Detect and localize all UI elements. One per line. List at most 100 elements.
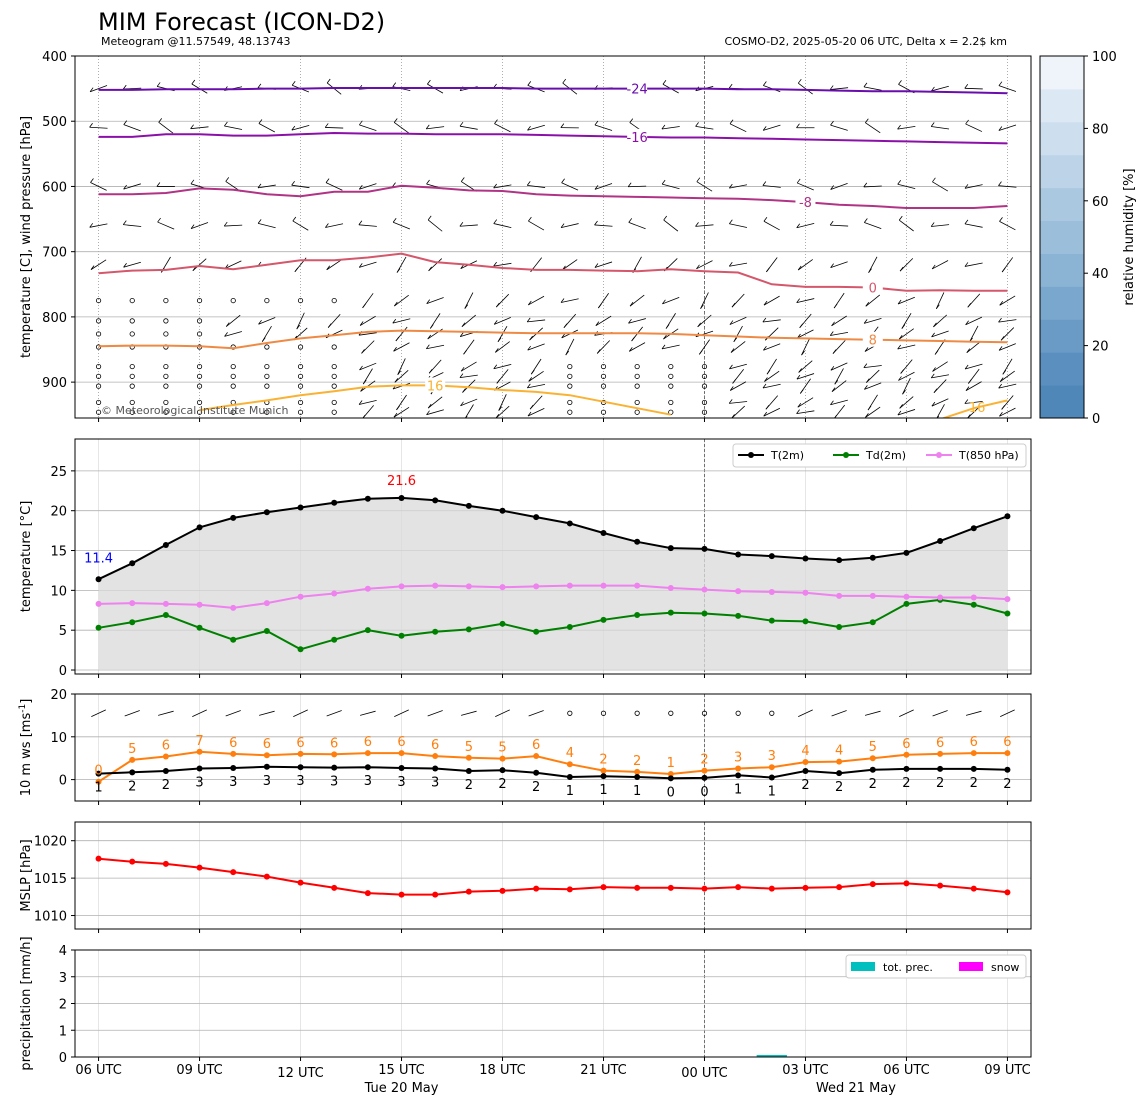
data-point	[499, 620, 506, 627]
data-point	[701, 774, 708, 781]
wind-barb-flag	[729, 119, 734, 125]
data-point	[970, 601, 977, 608]
wind-barb-flag	[628, 347, 633, 352]
wind-barb-flag	[900, 369, 904, 374]
y-tick-label: 500	[42, 115, 67, 130]
wind-barb	[965, 363, 983, 370]
wind-barb	[493, 262, 512, 267]
wind-barb-flag	[898, 215, 903, 221]
wind-barb-flag	[898, 80, 902, 85]
wind-barb-flag	[831, 321, 835, 327]
wind-barb	[427, 396, 443, 409]
mslp-panel: MSLP [hPa]1010 1015 1020	[19, 821, 1032, 933]
wind-barb-flag	[223, 221, 228, 227]
wind-barb	[629, 342, 646, 352]
data-point	[768, 774, 775, 781]
gust-label: 0	[94, 764, 102, 779]
calm-wind-circle	[297, 409, 304, 415]
wind-barb	[830, 261, 848, 269]
data-point	[533, 514, 540, 521]
wind-barb	[594, 224, 613, 227]
wind-barb	[90, 259, 107, 270]
calm-wind-circle	[297, 363, 304, 370]
wind-barb	[459, 125, 478, 130]
data-point	[162, 860, 169, 867]
gust-label: 3	[768, 749, 776, 764]
wind-barb	[763, 407, 781, 417]
date-label: Wed 21 May	[816, 1081, 896, 1096]
value-annotation: 11.4	[84, 551, 113, 566]
wind-barb	[863, 365, 882, 369]
wind-barb	[426, 344, 445, 350]
calm-wind-circle	[230, 297, 236, 304]
legend: tot. prec. snow	[845, 954, 1027, 979]
colorbar-tick-label: 100	[1092, 50, 1117, 65]
data-point	[566, 774, 573, 781]
data-point	[297, 750, 304, 757]
data-point	[634, 768, 641, 775]
wind-barb-flag	[865, 413, 869, 418]
series-line	[98, 857, 1008, 896]
calm-wind-circle	[95, 363, 102, 370]
wind-barb	[565, 338, 575, 356]
wind-barb-flag	[325, 178, 330, 183]
data-point	[836, 624, 843, 630]
data-point	[701, 767, 708, 774]
wind-barb	[359, 362, 377, 371]
wind-barb	[427, 219, 443, 232]
data-point	[735, 772, 742, 779]
wind-barb	[494, 317, 511, 325]
mean-label: 3	[364, 774, 372, 789]
wind-barb-flag	[561, 333, 566, 339]
wind-barb-flag	[89, 223, 94, 228]
calm-wind-circle	[163, 363, 169, 370]
mean-label: 3	[229, 775, 237, 790]
wind-barb	[594, 124, 613, 131]
data-point	[634, 538, 641, 545]
gust-label: 2	[700, 753, 708, 768]
wind-barb	[798, 360, 813, 373]
wind-barb	[863, 185, 882, 188]
wind-barb-flag	[730, 348, 735, 353]
wind-barb	[629, 294, 645, 307]
wind-barb	[461, 710, 477, 716]
wind-barb	[91, 709, 106, 718]
calm-wind-circle	[701, 363, 708, 370]
wind-barb	[594, 183, 613, 190]
wind-barb-flag	[965, 119, 969, 125]
y-tick-label: 10	[50, 584, 67, 599]
wind-barb	[933, 314, 948, 328]
data-point	[196, 624, 203, 631]
wind-barb-flag	[998, 383, 1002, 389]
colorbar-tick-label: 80	[1092, 122, 1109, 137]
y-axis-label: temperature [°C]	[19, 501, 34, 613]
y-tick-label: 5	[59, 624, 67, 639]
wind-barb-flag	[897, 299, 902, 305]
data-point	[903, 765, 910, 772]
data-point	[634, 774, 641, 781]
wind-barb-flag	[528, 216, 532, 222]
wind-barb	[964, 400, 983, 404]
gust-label: 6	[970, 735, 978, 750]
wind-barb	[293, 327, 308, 341]
wind-barb-flag	[830, 400, 834, 406]
wind-barb-flag	[897, 124, 901, 130]
wind-barb	[797, 397, 814, 408]
data-point	[499, 767, 506, 774]
data-point	[802, 759, 809, 766]
data-point	[667, 771, 674, 778]
wind-barb	[830, 87, 849, 90]
wind-barb	[931, 224, 950, 227]
data-point	[970, 885, 977, 892]
wind-barb	[123, 261, 141, 268]
wind-barb	[257, 184, 276, 189]
wind-barb-flag	[394, 378, 399, 383]
wind-barb-flag	[123, 184, 127, 190]
wind-barb-flag	[930, 222, 935, 227]
data-point	[836, 758, 843, 765]
colorbar-segment	[1040, 220, 1084, 254]
data-point	[701, 545, 708, 552]
wind-barb	[864, 318, 882, 324]
y-tick-label: 700	[42, 246, 67, 261]
